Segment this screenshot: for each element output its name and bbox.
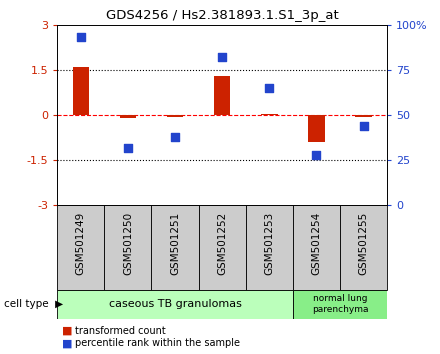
Point (125, 145, 132, 150)
Text: normal lung
parenchyma: normal lung parenchyma (312, 295, 368, 314)
Bar (261, 114, 278, 115)
Text: GSM501250: GSM501250 (123, 212, 133, 275)
Bar (73, 67, 89, 115)
Point (313, 152, 320, 158)
Bar (293, 205, 340, 290)
Point (266, 85, 273, 91)
Text: GSM501252: GSM501252 (217, 212, 227, 275)
Bar (293, 290, 387, 319)
Title: GDS4256 / Hs2.381893.1.S1_3p_at: GDS4256 / Hs2.381893.1.S1_3p_at (106, 9, 338, 22)
Point (219, 55, 226, 60)
Text: cell type  ▶: cell type ▶ (4, 299, 63, 309)
Point (172, 134, 179, 139)
Text: percentile rank within the sample: percentile rank within the sample (75, 338, 240, 348)
Bar (308, 115, 325, 142)
Text: transformed count: transformed count (75, 326, 165, 336)
Text: ■: ■ (62, 338, 72, 348)
Point (360, 123, 367, 129)
Bar (120, 115, 136, 118)
Bar (198, 205, 246, 290)
Text: GSM501254: GSM501254 (312, 212, 322, 275)
Text: caseous TB granulomas: caseous TB granulomas (109, 299, 242, 309)
Bar (340, 205, 387, 290)
Bar (246, 205, 293, 290)
Bar (104, 205, 151, 290)
Point (77, 35, 84, 40)
Text: GSM501249: GSM501249 (76, 212, 86, 275)
Bar (151, 205, 198, 290)
Bar (57, 205, 104, 290)
Bar (356, 115, 372, 116)
Text: GSM501255: GSM501255 (359, 212, 369, 275)
Text: GSM501251: GSM501251 (170, 212, 180, 275)
Text: GSM501253: GSM501253 (264, 212, 275, 275)
Bar (167, 115, 183, 116)
Bar (214, 76, 231, 115)
Text: ■: ■ (62, 326, 72, 336)
Bar (57, 290, 293, 319)
